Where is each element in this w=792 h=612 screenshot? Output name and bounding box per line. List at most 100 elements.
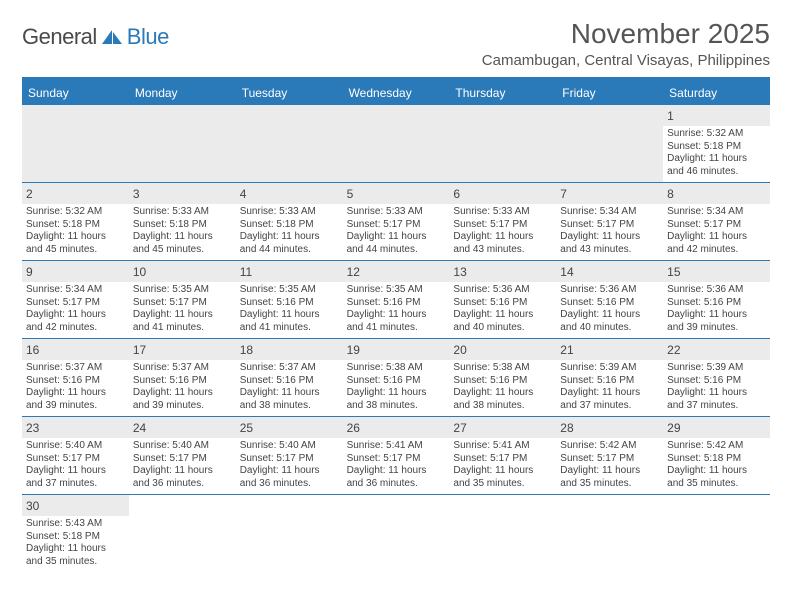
day-number-row: 18 [236, 339, 343, 360]
calendar-cell [129, 495, 236, 572]
day-info: Sunrise: 5:33 AMSunset: 5:17 PMDaylight:… [453, 206, 552, 256]
calendar-cell: 20Sunrise: 5:38 AMSunset: 5:16 PMDayligh… [449, 339, 556, 416]
calendar-cell [449, 105, 556, 182]
calendar-cell: 19Sunrise: 5:38 AMSunset: 5:16 PMDayligh… [343, 339, 450, 416]
day-info: Sunrise: 5:42 AMSunset: 5:17 PMDaylight:… [560, 440, 659, 490]
day-info: Sunrise: 5:39 AMSunset: 5:16 PMDaylight:… [667, 362, 766, 412]
day-info: Sunrise: 5:33 AMSunset: 5:18 PMDaylight:… [240, 206, 339, 256]
calendar-cell: 6 Sunrise: 5:33 AMSunset: 5:17 PMDaylight… [449, 183, 556, 260]
title-block: November 2025 Camambugan, Central Visaya… [482, 18, 770, 69]
week-row: 2Sunrise: 5:32 AMSunset: 5:18 PMDaylight… [22, 183, 770, 261]
calendar-cell: 12 Sunrise: 5:35 AMSunset: 5:16 PMDayligh… [343, 261, 450, 338]
day-info: Sunrise: 5:41 AMSunset: 5:17 PMDaylight:… [347, 440, 446, 490]
day-header-cell: Monday [129, 81, 236, 105]
day-info: Sunrise: 5:34 AMSunset: 5:17 PMDaylight:… [560, 206, 659, 256]
calendar-cell [449, 495, 556, 572]
day-info: Sunrise: 5:39 AMSunset: 5:16 PMDaylight:… [560, 362, 659, 412]
calendar-cell [556, 105, 663, 182]
calendar-cell: 8Sunrise: 5:34 AMSunset: 5:17 PMDaylight… [663, 183, 770, 260]
page-title: November 2025 [482, 18, 770, 50]
week-row: 30 Sunrise: 5:43 AMSunset: 5:18 PMDayligh… [22, 495, 770, 572]
calendar-cell [22, 105, 129, 182]
day-number: 6 [453, 187, 460, 201]
day-number-row: 17 [129, 339, 236, 360]
day-number: 10 [133, 265, 146, 279]
weeks-container: 1Sunrise: 5:32 AMSunset: 5:18 PMDaylight… [22, 105, 770, 572]
day-info: Sunrise: 5:38 AMSunset: 5:16 PMDaylight:… [453, 362, 552, 412]
calendar-cell: 15 Sunrise: 5:36 AMSunset: 5:16 PMDayligh… [663, 261, 770, 338]
day-number: 11 [240, 265, 252, 279]
calendar-cell: 10Sunrise: 5:35 AMSunset: 5:17 PMDayligh… [129, 261, 236, 338]
day-number: 7 [560, 187, 567, 201]
day-info: Sunrise: 5:40 AMSunset: 5:17 PMDaylight:… [133, 440, 232, 490]
calendar-cell: 5 Sunrise: 5:33 AMSunset: 5:17 PMDaylight… [343, 183, 450, 260]
day-info: Sunrise: 5:43 AMSunset: 5:18 PMDaylight:… [26, 518, 125, 568]
calendar-cell: 16 Sunrise: 5:37 AMSunset: 5:16 PMDayligh… [22, 339, 129, 416]
day-number: 12 [347, 265, 360, 279]
day-number-row: 22 [663, 339, 770, 360]
day-number-row: 9 [22, 261, 129, 282]
day-info: Sunrise: 5:34 AMSunset: 5:17 PMDaylight:… [667, 206, 766, 256]
calendar-cell [236, 495, 343, 572]
day-number-row: 28 [556, 417, 663, 438]
week-row: 23 Sunrise: 5:40 AMSunset: 5:17 PMDayligh… [22, 417, 770, 495]
calendar-cell [343, 495, 450, 572]
calendar-cell: 24 Sunrise: 5:40 AMSunset: 5:17 PMDayligh… [129, 417, 236, 494]
week-row: 16 Sunrise: 5:37 AMSunset: 5:16 PMDayligh… [22, 339, 770, 417]
calendar-cell: 4Sunrise: 5:33 AMSunset: 5:18 PMDaylight… [236, 183, 343, 260]
day-info: Sunrise: 5:37 AMSunset: 5:16 PMDaylight:… [26, 362, 125, 412]
day-number: 26 [347, 421, 360, 435]
day-number-row: 15 [663, 261, 770, 282]
calendar-cell: 28Sunrise: 5:42 AMSunset: 5:17 PMDayligh… [556, 417, 663, 494]
day-number: 23 [26, 421, 39, 435]
day-number: 16 [26, 343, 39, 357]
calendar-cell: 1Sunrise: 5:32 AMSunset: 5:18 PMDaylight… [663, 105, 770, 182]
day-number-row: 29 [663, 417, 770, 438]
day-number-row: 16 [22, 339, 129, 360]
calendar: SundayMondayTuesdayWednesdayThursdayFrid… [22, 77, 770, 572]
day-number: 27 [453, 421, 466, 435]
calendar-cell: 18Sunrise: 5:37 AMSunset: 5:16 PMDayligh… [236, 339, 343, 416]
calendar-cell: 29 Sunrise: 5:42 AMSunset: 5:18 PMDayligh… [663, 417, 770, 494]
day-info: Sunrise: 5:32 AMSunset: 5:18 PMDaylight:… [667, 128, 766, 178]
day-info: Sunrise: 5:42 AMSunset: 5:18 PMDaylight:… [667, 440, 766, 490]
day-number-row: 7 [556, 183, 663, 204]
day-number-row: 13 [449, 261, 556, 282]
day-number: 5 [347, 187, 354, 201]
day-number-row: 3 [129, 183, 236, 204]
day-header-cell: Wednesday [343, 81, 450, 105]
day-number: 15 [667, 265, 680, 279]
day-info: Sunrise: 5:33 AMSunset: 5:17 PMDaylight:… [347, 206, 446, 256]
day-number-row: 8 [663, 183, 770, 204]
day-number: 24 [133, 421, 146, 435]
day-header-cell: Tuesday [236, 81, 343, 105]
day-number-row: 23 [22, 417, 129, 438]
day-info: Sunrise: 5:36 AMSunset: 5:16 PMDaylight:… [560, 284, 659, 334]
day-info: Sunrise: 5:32 AMSunset: 5:18 PMDaylight:… [26, 206, 125, 256]
day-header-row: SundayMondayTuesdayWednesdayThursdayFrid… [22, 81, 770, 105]
calendar-cell: 30 Sunrise: 5:43 AMSunset: 5:18 PMDayligh… [22, 495, 129, 572]
day-info: Sunrise: 5:36 AMSunset: 5:16 PMDaylight:… [667, 284, 766, 334]
day-number: 30 [26, 499, 39, 513]
day-number-row: 14 [556, 261, 663, 282]
calendar-cell [343, 105, 450, 182]
day-number-row: 20 [449, 339, 556, 360]
day-info: Sunrise: 5:37 AMSunset: 5:16 PMDaylight:… [133, 362, 232, 412]
location-text: Camambugan, Central Visayas, Philippines [482, 52, 770, 69]
day-info: Sunrise: 5:33 AMSunset: 5:18 PMDaylight:… [133, 206, 232, 256]
day-number: 22 [667, 343, 680, 357]
day-number: 13 [453, 265, 466, 279]
day-header-cell: Saturday [663, 81, 770, 105]
day-number-row: 26 [343, 417, 450, 438]
day-info: Sunrise: 5:40 AMSunset: 5:17 PMDaylight:… [26, 440, 125, 490]
day-info: Sunrise: 5:36 AMSunset: 5:16 PMDaylight:… [453, 284, 552, 334]
calendar-cell [556, 495, 663, 572]
day-number: 9 [26, 265, 33, 279]
day-info: Sunrise: 5:34 AMSunset: 5:17 PMDaylight:… [26, 284, 125, 334]
calendar-cell [236, 105, 343, 182]
day-number: 29 [667, 421, 680, 435]
day-number: 17 [133, 343, 146, 357]
day-number: 3 [133, 187, 140, 201]
day-info: Sunrise: 5:40 AMSunset: 5:17 PMDaylight:… [240, 440, 339, 490]
day-info: Sunrise: 5:35 AMSunset: 5:16 PMDaylight:… [347, 284, 446, 334]
